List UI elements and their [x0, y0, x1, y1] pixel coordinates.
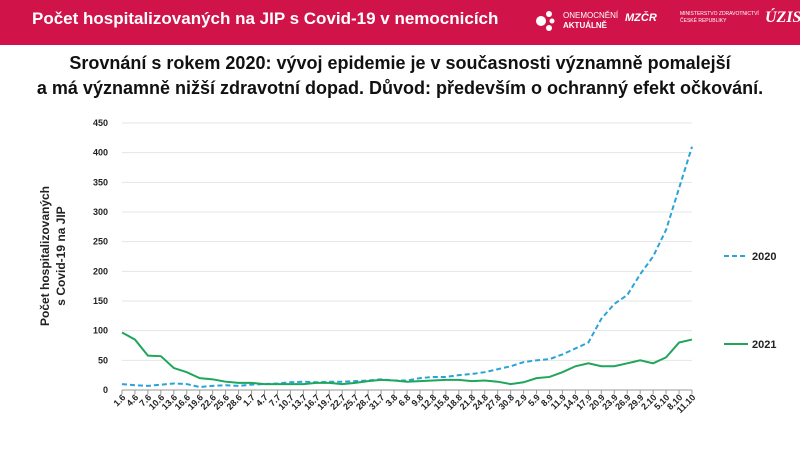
y-axis-title-1: Počet hospitalizovaných [38, 186, 52, 326]
page-title: Počet hospitalizovaných na JIP s Covid-1… [32, 9, 499, 28]
y-tick-label: 300 [93, 207, 108, 217]
series-line-2020 [121, 146, 693, 389]
subtitle-line-1: Srovnání s rokem 2020: vývoj epidemie je… [69, 53, 731, 73]
y-tick-label: 150 [93, 296, 108, 306]
y-tick-label: 0 [103, 385, 108, 395]
y-tick-label: 450 [93, 118, 108, 128]
legend-label-2021: 2021 [752, 339, 776, 351]
ministry-text: MINISTERSTVO ZDRAVOTNICTVÍ ČESKÉ REPUBLIK… [680, 11, 759, 25]
ministry-text-2: ČESKÉ REPUBLIKY [680, 18, 727, 24]
series-line-2021 [121, 331, 693, 386]
uzis-logo: ÚZIS [765, 9, 800, 26]
logo-text-2: AKTUÁLNĚ [563, 21, 607, 30]
y-tick-label: 350 [93, 177, 108, 187]
subtitle-line-2: a má významně nižší zdravotní dopad. Dův… [36, 78, 764, 98]
y-tick-label: 100 [93, 326, 108, 336]
dots-logo-icon [536, 11, 555, 31]
y-tick-label: 200 [93, 266, 108, 276]
y-tick-label: 50 [98, 355, 108, 365]
legend-label-2020: 2020 [752, 251, 776, 263]
ministry-logo: MZČR [625, 12, 657, 24]
logo-text-1: ONEMOCNĚNÍ [563, 11, 619, 20]
header-bar: Počet hospitalizovaných na JIP s Covid-1… [0, 0, 800, 45]
ministry-text-1: MINISTERSTVO ZDRAVOTNICTVÍ [680, 11, 759, 17]
y-tick-label: 400 [93, 148, 108, 158]
y-axis-title-2: s Covid-19 na JIP [54, 206, 68, 305]
y-tick-label: 250 [93, 237, 108, 247]
